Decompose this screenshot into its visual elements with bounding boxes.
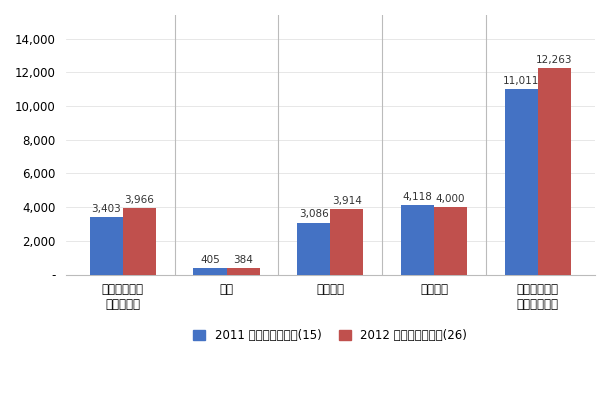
Text: 11,011: 11,011 [503, 76, 539, 86]
Text: 3,086: 3,086 [299, 210, 329, 220]
Bar [401, 205, 434, 274]
Legend: 2011 年の１件当たり(15), 2012 年の１件当たり(26): 2011 年の１件当たり(15), 2012 年の１件当たり(26) [188, 324, 472, 346]
Text: 4,000: 4,000 [436, 194, 465, 204]
Text: 3,914: 3,914 [332, 196, 362, 206]
Bar [330, 208, 364, 274]
Text: 3,966: 3,966 [124, 195, 154, 205]
Bar [90, 217, 123, 274]
Bar [226, 268, 260, 274]
Bar [538, 68, 571, 274]
Bar [193, 268, 226, 274]
Bar [504, 89, 538, 274]
Text: 384: 384 [233, 255, 253, 265]
Text: 12,263: 12,263 [536, 55, 573, 65]
Text: 4,118: 4,118 [403, 192, 432, 202]
Bar [123, 208, 156, 274]
Text: 405: 405 [200, 255, 220, 265]
Text: 3,403: 3,403 [92, 204, 121, 214]
Bar [297, 222, 330, 274]
Bar [434, 207, 467, 274]
